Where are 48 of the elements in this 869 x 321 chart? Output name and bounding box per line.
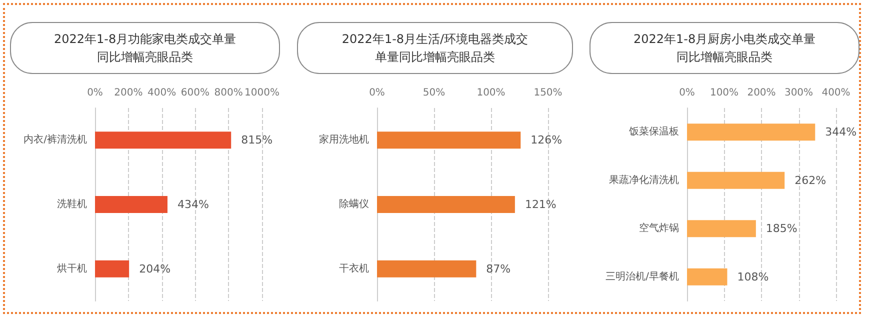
bar — [377, 132, 521, 149]
bar — [95, 260, 130, 278]
x-tick-label: 300% — [784, 88, 814, 98]
x-tick-label: 150% — [534, 88, 562, 98]
bar — [95, 196, 168, 213]
y-tick-label: 烘干机 — [57, 262, 87, 274]
y-tick-label: 三明治机/早餐机 — [606, 270, 679, 282]
y-tick-label: 饭菜保温板 — [628, 126, 679, 138]
x-tick-label: 200% — [114, 88, 143, 98]
data-label: 815% — [241, 134, 273, 147]
x-tick-label: 50% — [422, 88, 446, 98]
bar — [95, 132, 232, 149]
y-tick-label: 干衣机 — [339, 262, 369, 274]
data-label: 434% — [177, 198, 209, 211]
x-tick-label: 0% — [87, 88, 103, 98]
data-label: 87% — [486, 262, 511, 276]
chart-title: 2022年1-8月功能家电类成交单量同比增幅亮眼品类 — [54, 32, 236, 64]
data-label: 262% — [794, 174, 826, 187]
data-label: 108% — [737, 270, 769, 284]
bar — [687, 124, 816, 141]
bar — [377, 196, 515, 213]
x-tick-label: 400% — [148, 88, 176, 98]
x-tick-label: 1000% — [244, 88, 280, 98]
bar — [687, 268, 728, 286]
x-tick-label: 0% — [679, 88, 695, 98]
chart-title: 2022年1-8月厨房小电类成交单量同比增幅亮眼品类 — [633, 32, 816, 64]
bar — [687, 172, 785, 189]
data-label: 121% — [524, 198, 556, 211]
data-label: 204% — [139, 262, 171, 276]
x-tick-label: 0% — [369, 88, 385, 98]
x-tick-label: 100% — [476, 88, 506, 98]
y-tick-label: 内衣/裤清洗机 — [24, 134, 87, 146]
x-tick-label: 800% — [214, 88, 243, 98]
x-tick-label: 600% — [180, 88, 210, 98]
y-tick-label: 除螨仪 — [339, 198, 369, 210]
data-label: 185% — [766, 222, 798, 236]
x-tick-label: 200% — [747, 88, 776, 98]
y-tick-label: 果蔬净化清洗机 — [609, 174, 679, 186]
x-tick-label: 100% — [710, 88, 739, 98]
y-tick-label: 洗鞋机 — [57, 198, 87, 210]
data-label: 126% — [530, 134, 562, 147]
data-label: 344% — [825, 126, 857, 139]
x-tick-label: 400% — [822, 88, 850, 98]
chart-title: 2022年1-8月生活/环境电器类成交单量同比增幅亮眼品类 — [342, 32, 528, 64]
bar — [377, 260, 476, 278]
y-tick-label: 家用洗地机 — [319, 134, 369, 146]
y-tick-label: 空气炸锅 — [639, 222, 679, 234]
bar — [687, 220, 756, 238]
